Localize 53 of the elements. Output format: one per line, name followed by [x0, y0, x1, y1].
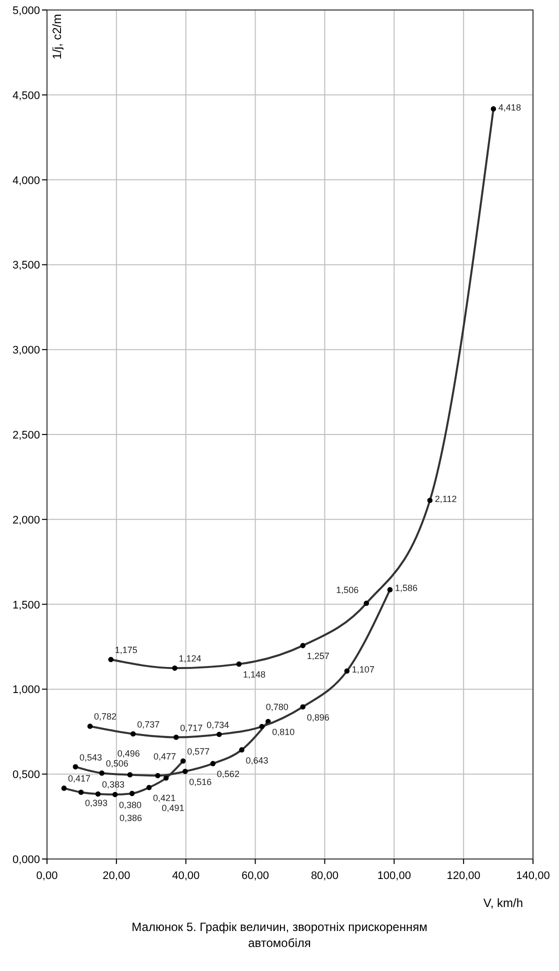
data-label: 0,491	[162, 803, 184, 814]
text: Малюнок 5. Графік величин, зворотніх прискоренням автомобіля	[132, 920, 428, 950]
data-label: 0,383	[102, 779, 125, 790]
y-tick-label: 1,000	[12, 684, 40, 696]
y-tick-label: 2,500	[12, 430, 40, 442]
data-label: 0,643	[246, 755, 268, 766]
x-axis-title: V, km/h	[483, 896, 523, 910]
x-tick-label: 40,00	[172, 870, 200, 882]
x-tick-label: 20,00	[102, 870, 130, 882]
data-label: 0,516	[189, 776, 212, 787]
y-tick-label: 0,000	[12, 854, 40, 866]
data-label: 0,717	[180, 722, 203, 733]
x-tick-label: 140,00	[516, 870, 550, 882]
data-label: 1,586	[394, 583, 418, 594]
y-tick-label: 3,500	[12, 260, 40, 272]
data-label: 1,506	[336, 584, 359, 595]
data-label: 1,175	[114, 644, 138, 655]
data-label: 0,734	[206, 720, 230, 730]
data-label: 1,124	[178, 654, 202, 664]
y-tick-label: 2,000	[12, 514, 40, 526]
data-label: 0,477	[153, 752, 176, 762]
data-label: 0,562	[216, 769, 240, 780]
y-tick-label: 5,000	[12, 5, 40, 17]
x-tick-label: 0,00	[36, 870, 58, 882]
data-label: 4,418	[498, 102, 521, 112]
y-tick-label: 0,500	[12, 769, 40, 782]
data-label: 2,112	[434, 494, 457, 504]
data-label: 0,496	[117, 748, 140, 758]
y-tick-label: 3,000	[12, 344, 40, 357]
x-tick-label: 100,00	[377, 870, 411, 882]
data-label: 0,577	[187, 746, 210, 757]
data-label: 1,148	[242, 670, 266, 680]
data-label: 1,257	[306, 651, 330, 662]
data-label: 0,393	[85, 798, 108, 808]
data-label: 0,506	[106, 758, 128, 769]
x-tick-label: 60,00	[242, 870, 270, 882]
data-label: 0,737	[137, 719, 160, 730]
data-label: 0,386	[119, 812, 142, 823]
data-label: 0,543	[79, 752, 102, 762]
data-label: 0,782	[94, 712, 117, 722]
y-tick-label: 4,000	[12, 174, 40, 187]
y-tick-label: 1,500	[12, 599, 40, 612]
y-axis-title: 1/j, с2/m	[50, 14, 64, 60]
data-label: 0,417	[68, 774, 91, 784]
data-label: 0,780	[266, 702, 288, 712]
data-label: 0,421	[153, 793, 176, 804]
x-tick-label: 120,00	[446, 870, 480, 882]
data-label: 0,896	[306, 712, 330, 722]
data-label: 0,380	[119, 800, 142, 810]
x-tick-label: 80,00	[310, 870, 338, 882]
y-tick-label: 4,500	[12, 90, 40, 102]
data-label: 1,107	[352, 664, 374, 675]
data-label: 0,810	[272, 726, 295, 737]
